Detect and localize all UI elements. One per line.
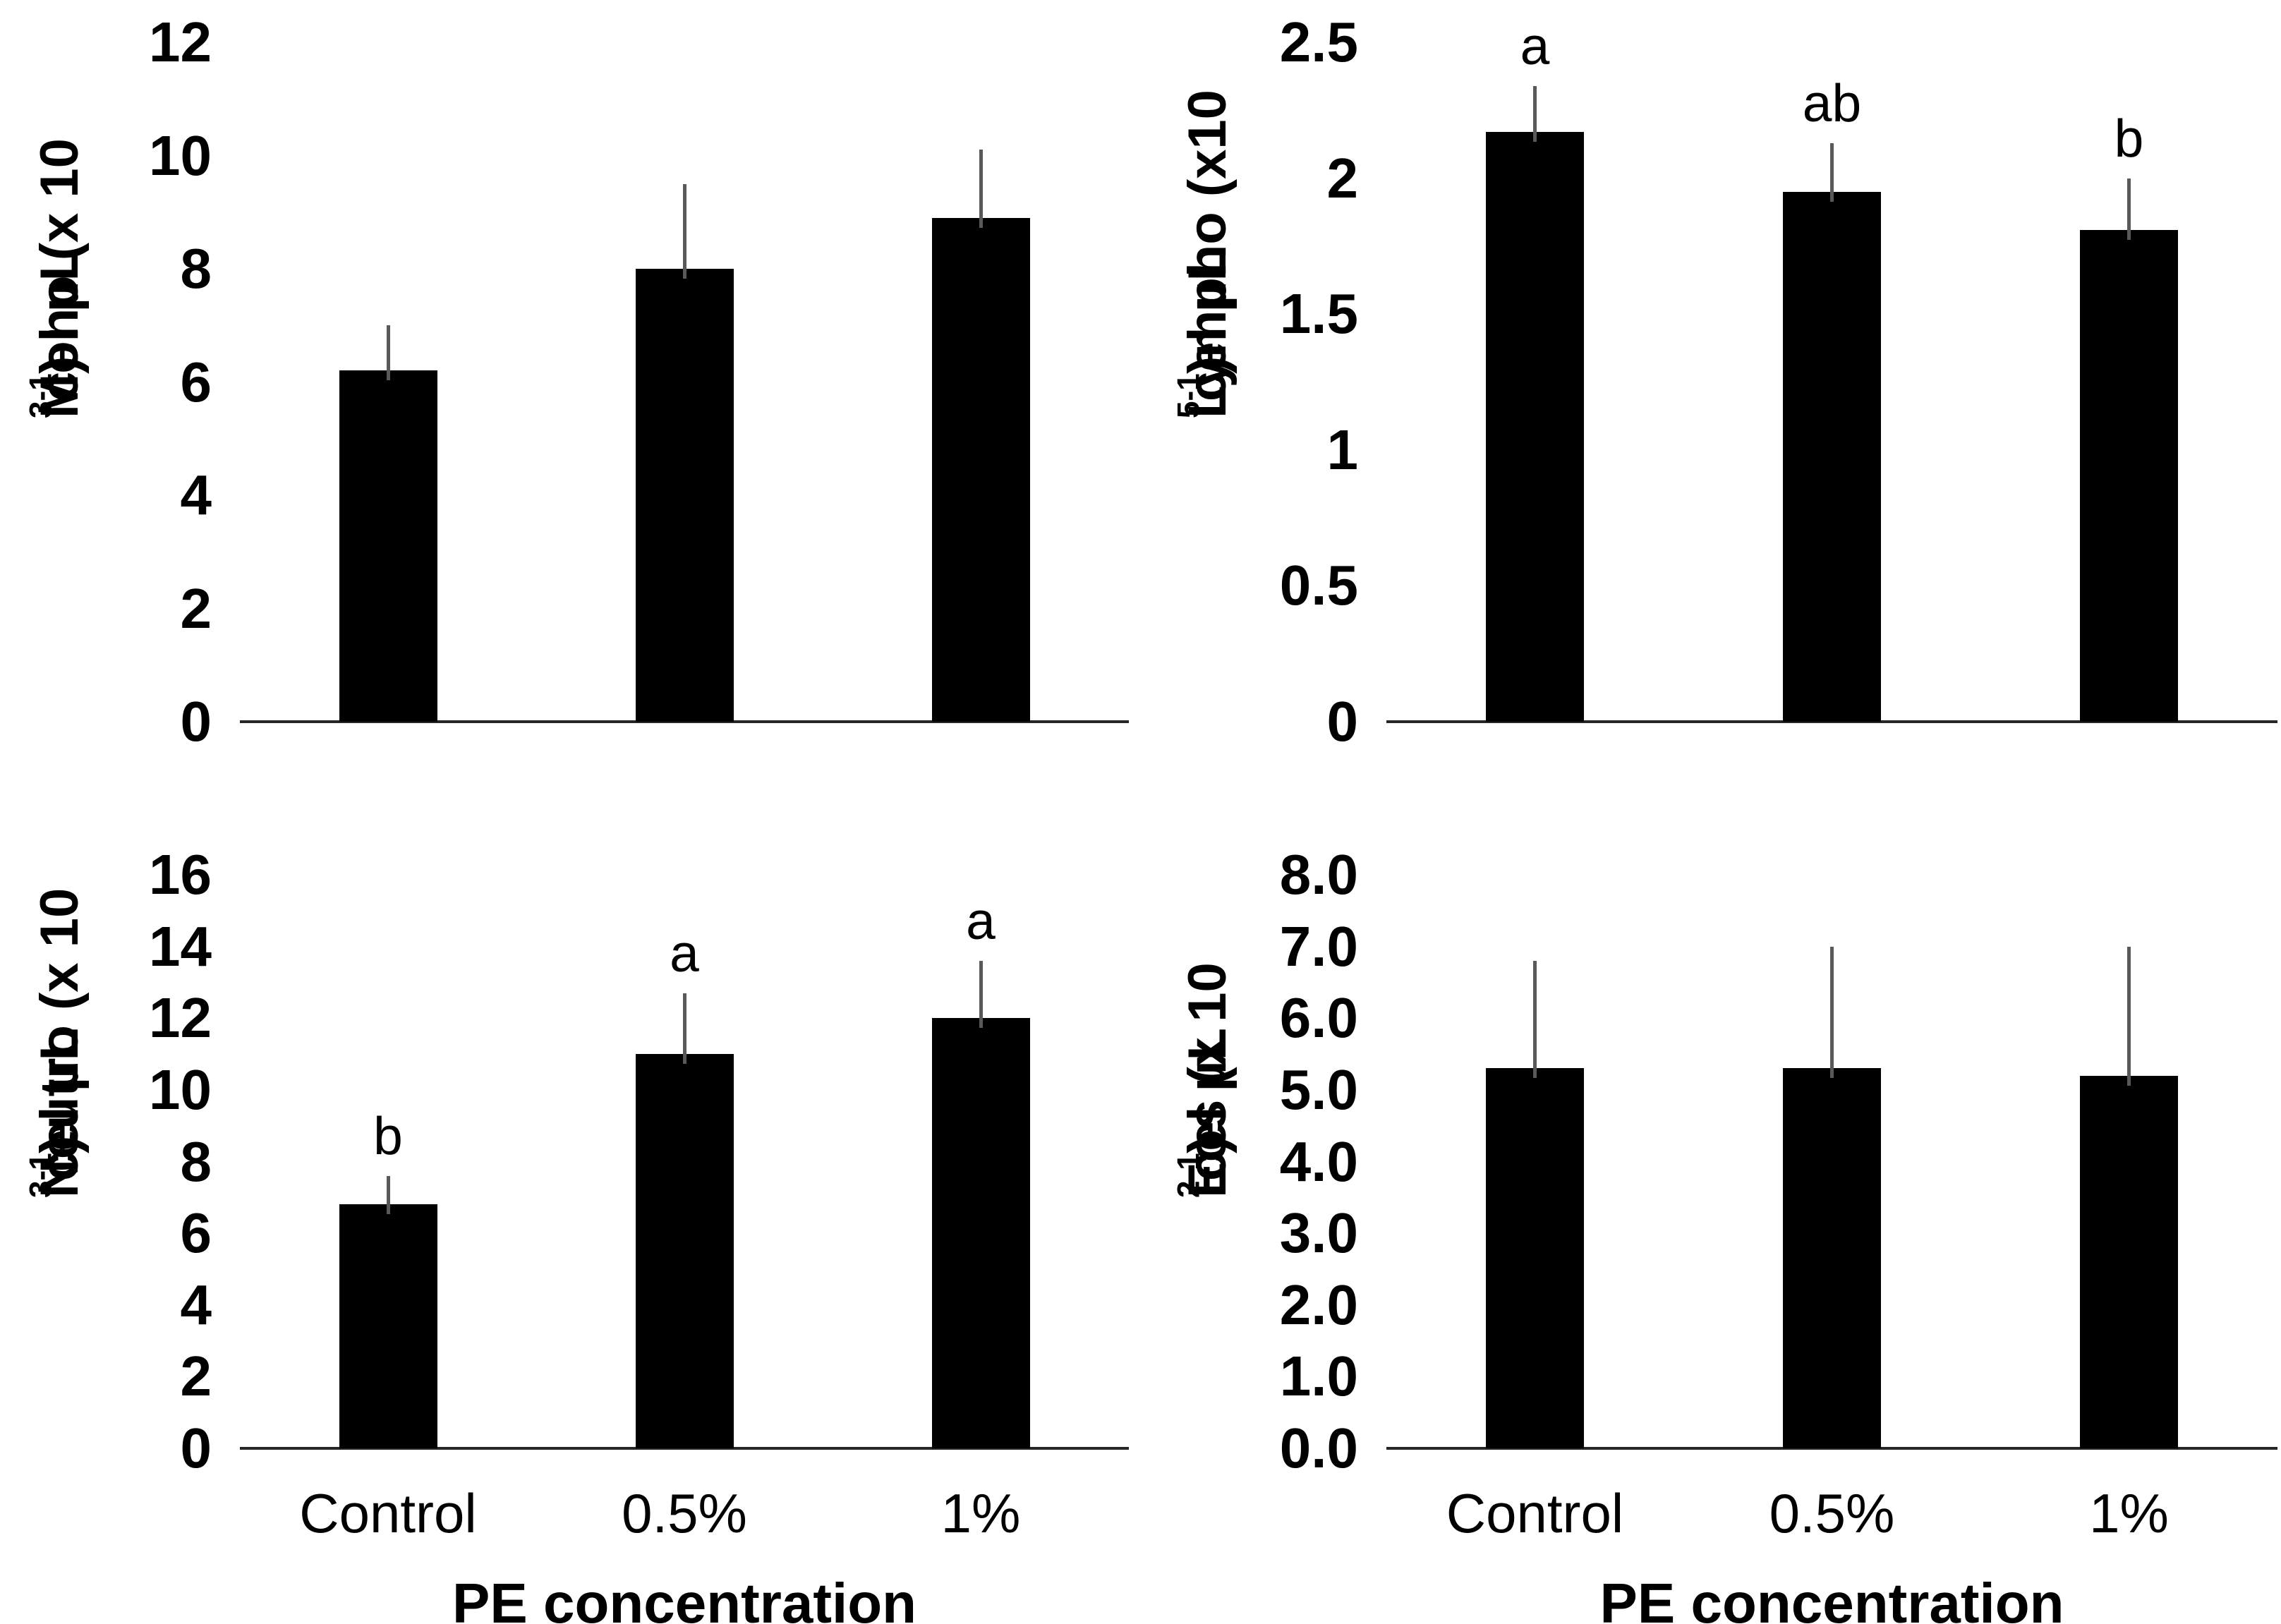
- y-tick-label: 7.0: [1279, 914, 1358, 978]
- error-bar: [1830, 143, 1834, 202]
- y-tick-label: 4.0: [1279, 1129, 1358, 1193]
- x-tick-label: 1%: [940, 1482, 1021, 1544]
- y-tick-label: 2: [180, 576, 212, 640]
- sig-letter: ab: [1802, 73, 1862, 133]
- x-axis-title: PE concentration: [1599, 1572, 2064, 1624]
- y-tick-label: 8.0: [1279, 843, 1358, 906]
- y-tick-label: 0: [180, 1417, 212, 1479]
- bar-1-: [931, 1018, 1030, 1448]
- y-tick-label: 0: [1326, 690, 1359, 753]
- bar-control: [339, 1204, 437, 1448]
- x-tick-label: 0.5%: [622, 1482, 747, 1544]
- error-bar: [682, 993, 686, 1065]
- y-tick-label: 4: [180, 1273, 212, 1336]
- bar-0-5-: [1783, 191, 1881, 722]
- x-axis-line: [1386, 1447, 2277, 1450]
- y-tick-label: 0.5: [1279, 554, 1358, 617]
- error-bar: [1533, 85, 1537, 143]
- error-bar: [386, 325, 390, 381]
- y-tick-label: 2: [180, 1345, 212, 1408]
- sig-letter: a: [670, 923, 699, 983]
- error-bar: [1533, 960, 1537, 1079]
- y-axis-title-text: cel µL: [1178, 1027, 1238, 1181]
- y-tick-label: 3.0: [1279, 1201, 1358, 1265]
- y-tick-label: 4: [180, 463, 212, 526]
- bar-1-: [2080, 229, 2178, 722]
- bar-control: [339, 370, 437, 722]
- sig-letter: b: [373, 1105, 403, 1165]
- error-bar: [2127, 946, 2131, 1086]
- bar-control: [1486, 1068, 1584, 1448]
- y-tick-label: 12: [149, 11, 212, 73]
- bar-1-: [931, 217, 1030, 722]
- y-tick-label: 2.5: [1279, 11, 1358, 73]
- y-tick-label: 6: [180, 350, 212, 413]
- y-tick-label: 10: [149, 1058, 212, 1121]
- y-tick-label: 0.0: [1279, 1417, 1358, 1479]
- error-bar: [682, 183, 686, 279]
- y-tick-label: 1.5: [1279, 282, 1358, 346]
- bar-0-5-: [635, 269, 734, 722]
- y-tick-label: 0: [180, 690, 212, 753]
- y-axis-title: Eos (x 10 2 cel µL -1): [1166, 847, 1250, 1505]
- y-tick-label: 12: [149, 986, 212, 1050]
- sig-letter: b: [2114, 108, 2144, 168]
- x-tick-label: Control: [299, 1482, 477, 1544]
- x-axis-line: [240, 1447, 1129, 1450]
- y-tick-label: 6.0: [1279, 986, 1358, 1050]
- y-tick-label: 14: [149, 914, 212, 978]
- y-tick-label: 10: [149, 123, 212, 187]
- y-tick-label: 16: [149, 843, 212, 906]
- y-tick-label: 1: [1326, 418, 1359, 481]
- y-tick-label: 1.0: [1279, 1345, 1358, 1408]
- error-bar: [386, 1175, 390, 1215]
- y-axis-title-text: ): [1178, 1135, 1238, 1153]
- y-tick-label: 8: [180, 1129, 212, 1193]
- y-tick-label: 2.0: [1279, 1273, 1358, 1336]
- error-bar: [1830, 946, 1834, 1079]
- y-tick-label: 6: [180, 1201, 212, 1265]
- y-tick-label: 5.0: [1279, 1058, 1358, 1121]
- x-axis-line: [1386, 720, 2277, 723]
- y-tick-label: 8: [180, 237, 212, 300]
- x-axis-title: PE concentration: [452, 1572, 916, 1624]
- x-tick-label: Control: [1446, 1482, 1624, 1544]
- error-bar: [979, 150, 983, 228]
- bar-control: [1486, 132, 1584, 722]
- x-tick-label: 0.5%: [1769, 1482, 1895, 1544]
- bar-0-5-: [635, 1054, 734, 1448]
- sig-letter: a: [966, 890, 996, 950]
- error-bar: [2127, 178, 2131, 240]
- y-tick-label: 2: [1326, 146, 1359, 210]
- error-bar: [979, 960, 983, 1029]
- x-axis-line: [240, 720, 1129, 723]
- x-tick-label: 1%: [2089, 1482, 2169, 1544]
- bar-0-5-: [1783, 1068, 1881, 1448]
- bar-1-: [2080, 1075, 2178, 1448]
- sig-letter: a: [1520, 16, 1550, 75]
